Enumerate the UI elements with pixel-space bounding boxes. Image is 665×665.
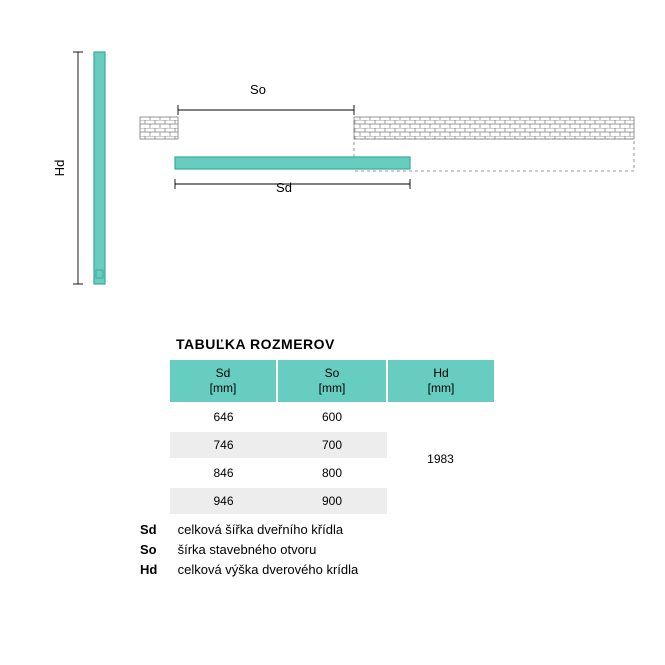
dimension-diagram: Hd So Sd xyxy=(0,0,665,340)
hd-value: 1983 xyxy=(387,403,494,514)
table-row: 6466001983 xyxy=(170,403,494,431)
legend: Sd celková šířka dveřního křídlaSo šírka… xyxy=(140,520,358,580)
dimensions-table: Sd[mm]So[mm]Hd[mm] 646600198374670084680… xyxy=(170,360,494,514)
legend-item: Sd celková šířka dveřního křídla xyxy=(140,520,358,540)
legend-item: So šírka stavebného otvoru xyxy=(140,540,358,560)
col-header-1: So[mm] xyxy=(277,360,387,403)
svg-text:So: So xyxy=(250,82,266,97)
table-title: TABUĽKA ROZMEROV xyxy=(170,336,494,352)
col-header-2: Hd[mm] xyxy=(387,360,494,403)
legend-item: Hd celková výška dverového krídla xyxy=(140,560,358,580)
svg-text:Sd: Sd xyxy=(276,180,292,195)
dimensions-table-container: TABUĽKA ROZMEROV Sd[mm]So[mm]Hd[mm] 6466… xyxy=(170,336,494,514)
svg-text:Hd: Hd xyxy=(52,160,67,177)
col-header-0: Sd[mm] xyxy=(170,360,277,403)
